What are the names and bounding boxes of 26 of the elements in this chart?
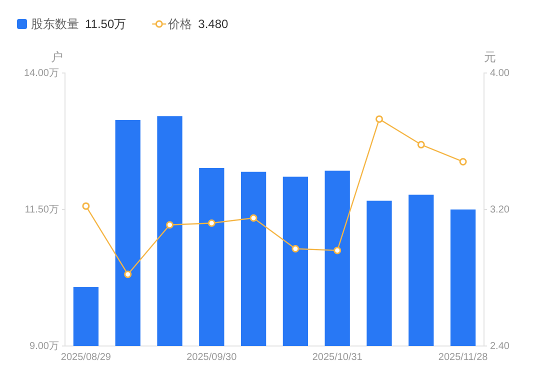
legend-label: 价格 [167, 17, 192, 31]
point [208, 219, 216, 227]
y2-tick-label: 4.00 [490, 68, 510, 80]
y2-tick-label: 3.20 [490, 204, 510, 216]
x-tick-label: 2025/08/29 [60, 352, 112, 363]
y2-axis-title: 元 [484, 50, 496, 64]
point [250, 214, 258, 222]
point [334, 246, 342, 254]
legend-label: 股东数量 [31, 17, 79, 31]
point [417, 140, 425, 148]
x-tick-label: 2025/10/31 [312, 352, 363, 363]
point [292, 244, 300, 252]
y-axis-title: 户 [51, 50, 63, 64]
point [376, 115, 383, 123]
point [166, 221, 174, 229]
point [82, 202, 90, 210]
x-tick-label: 2025/11/28 [438, 352, 488, 363]
point [459, 158, 467, 166]
y-tick-label: 14.00万 [24, 68, 59, 80]
text: 11.50万 [85, 17, 126, 31]
point [124, 270, 132, 278]
y2-tick-label: 2.40 [490, 341, 510, 352]
text: 3.480 [198, 17, 228, 31]
y-tick-label: 9.00万 [30, 341, 59, 352]
x-tick-label: 2025/09/30 [186, 352, 238, 363]
y-tick-label: 11.50万 [24, 204, 59, 216]
